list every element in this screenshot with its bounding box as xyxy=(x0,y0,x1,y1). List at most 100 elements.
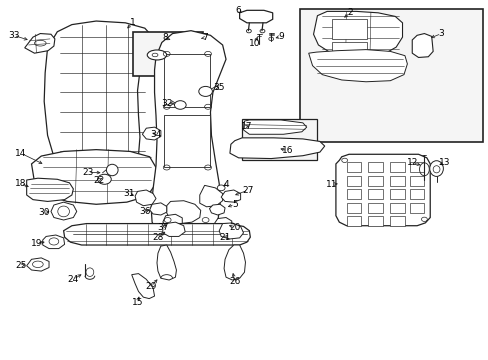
Polygon shape xyxy=(166,201,201,224)
Text: 33: 33 xyxy=(8,31,19,40)
Bar xyxy=(389,176,404,186)
Polygon shape xyxy=(131,274,154,298)
Bar xyxy=(132,32,203,76)
Polygon shape xyxy=(219,223,243,239)
Bar xyxy=(368,162,382,172)
Text: 9: 9 xyxy=(278,32,283,41)
Ellipse shape xyxy=(199,86,212,96)
Polygon shape xyxy=(42,235,64,249)
Polygon shape xyxy=(135,190,156,206)
Text: 10: 10 xyxy=(248,39,260,48)
Polygon shape xyxy=(44,21,154,182)
Polygon shape xyxy=(209,204,224,215)
Ellipse shape xyxy=(106,164,118,176)
Polygon shape xyxy=(27,178,73,202)
Bar xyxy=(389,162,404,172)
Bar xyxy=(331,42,366,53)
Bar xyxy=(300,9,482,143)
Polygon shape xyxy=(163,222,185,237)
Polygon shape xyxy=(229,138,324,158)
Text: 17: 17 xyxy=(241,122,252,131)
Text: 29: 29 xyxy=(145,282,157,291)
Text: 6: 6 xyxy=(235,6,241,15)
Polygon shape xyxy=(200,185,222,207)
Bar xyxy=(368,203,382,213)
Bar xyxy=(346,203,361,213)
Text: 8: 8 xyxy=(163,33,168,42)
Ellipse shape xyxy=(98,174,111,184)
Polygon shape xyxy=(31,150,156,204)
Text: 30: 30 xyxy=(39,208,50,217)
Polygon shape xyxy=(25,33,55,53)
Text: 19: 19 xyxy=(31,239,42,248)
Text: 24: 24 xyxy=(67,275,79,284)
Bar xyxy=(242,119,317,160)
Polygon shape xyxy=(27,258,49,271)
Bar xyxy=(164,114,210,167)
Bar xyxy=(346,216,361,226)
Polygon shape xyxy=(335,154,429,226)
Polygon shape xyxy=(163,214,182,226)
Text: 21: 21 xyxy=(219,233,230,242)
Polygon shape xyxy=(243,120,306,134)
Bar xyxy=(346,189,361,199)
Bar xyxy=(389,203,404,213)
Polygon shape xyxy=(224,245,245,280)
Text: 5: 5 xyxy=(231,200,237,209)
Text: 25: 25 xyxy=(15,261,26,270)
Text: 18: 18 xyxy=(15,179,26,188)
Polygon shape xyxy=(151,31,225,240)
Text: 27: 27 xyxy=(242,185,254,194)
Bar xyxy=(368,176,382,186)
Text: 13: 13 xyxy=(438,158,449,167)
Text: 32: 32 xyxy=(161,99,172,108)
Bar xyxy=(389,216,404,226)
Polygon shape xyxy=(308,50,407,82)
Text: 11: 11 xyxy=(325,180,337,189)
Text: 16: 16 xyxy=(281,146,292,155)
Bar xyxy=(346,176,361,186)
Polygon shape xyxy=(411,33,432,58)
Bar xyxy=(409,162,424,172)
Text: 2: 2 xyxy=(347,8,353,17)
Text: 31: 31 xyxy=(123,189,134,198)
Polygon shape xyxy=(239,10,272,23)
Text: 34: 34 xyxy=(150,130,162,139)
Text: 12: 12 xyxy=(406,158,417,167)
Text: 22: 22 xyxy=(93,176,104,185)
Text: 1: 1 xyxy=(129,18,135,27)
Text: 14: 14 xyxy=(15,149,26,158)
Bar xyxy=(368,189,382,199)
Ellipse shape xyxy=(429,161,443,176)
Polygon shape xyxy=(313,12,402,57)
Text: 23: 23 xyxy=(82,168,93,177)
Text: 20: 20 xyxy=(228,222,240,231)
Polygon shape xyxy=(142,127,161,140)
Polygon shape xyxy=(221,190,240,202)
Text: 15: 15 xyxy=(131,298,143,307)
Text: 7: 7 xyxy=(202,33,207,42)
Bar xyxy=(164,54,210,107)
Bar xyxy=(331,19,366,39)
Polygon shape xyxy=(63,224,250,245)
Ellipse shape xyxy=(174,101,186,109)
Bar xyxy=(346,162,361,172)
Text: 3: 3 xyxy=(438,29,444,38)
Text: 4: 4 xyxy=(223,180,228,189)
Ellipse shape xyxy=(147,50,166,60)
Text: 37: 37 xyxy=(157,222,168,231)
Polygon shape xyxy=(51,202,77,220)
Text: 26: 26 xyxy=(228,277,240,286)
Ellipse shape xyxy=(32,261,43,267)
Bar xyxy=(389,189,404,199)
Bar xyxy=(409,203,424,213)
Polygon shape xyxy=(157,245,176,280)
Bar xyxy=(368,216,382,226)
Text: 28: 28 xyxy=(152,233,163,242)
Text: 36: 36 xyxy=(139,207,150,216)
Text: 35: 35 xyxy=(213,83,224,92)
Polygon shape xyxy=(214,217,231,230)
Polygon shape xyxy=(149,203,166,215)
Bar xyxy=(409,189,424,199)
Ellipse shape xyxy=(217,185,224,191)
